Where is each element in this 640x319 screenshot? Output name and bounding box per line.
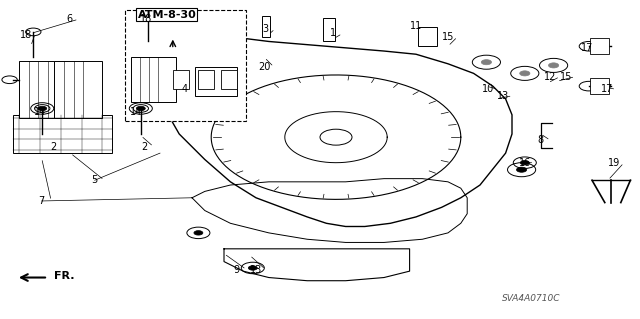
Circle shape (520, 71, 530, 76)
Text: 19: 19 (608, 158, 621, 168)
Text: 17: 17 (600, 84, 613, 94)
Text: 18: 18 (19, 30, 32, 40)
Bar (590, 38, 609, 54)
Circle shape (248, 266, 257, 270)
Bar (590, 78, 609, 94)
Bar (323, 18, 335, 41)
Text: 1: 1 (330, 28, 336, 39)
Text: 14: 14 (34, 107, 47, 117)
Bar (195, 67, 237, 96)
Bar (125, 10, 246, 121)
Bar (262, 16, 270, 37)
Text: 12: 12 (544, 71, 557, 82)
Bar (418, 27, 437, 46)
Text: 2: 2 (141, 142, 147, 152)
Text: 3: 3 (262, 24, 269, 34)
Text: 5: 5 (92, 175, 98, 185)
Text: 18: 18 (140, 14, 152, 24)
Bar (198, 70, 214, 89)
Circle shape (516, 167, 527, 172)
Text: 8: 8 (538, 135, 544, 145)
Circle shape (481, 60, 492, 65)
Text: ATM-8-30: ATM-8-30 (138, 10, 196, 19)
Text: 15: 15 (442, 32, 454, 42)
Text: SVA4A0710C: SVA4A0710C (502, 294, 561, 303)
Bar (221, 70, 237, 89)
Text: FR.: FR. (54, 271, 75, 281)
Circle shape (548, 63, 559, 68)
Text: 2: 2 (50, 142, 56, 152)
Text: 13: 13 (497, 91, 509, 101)
Text: 4: 4 (181, 84, 188, 94)
Bar (54, 61, 102, 118)
Text: 13: 13 (250, 264, 262, 275)
Bar (13, 115, 112, 153)
Text: 6: 6 (66, 14, 72, 24)
Text: 7: 7 (38, 196, 45, 206)
Circle shape (38, 106, 47, 111)
Bar (131, 57, 176, 102)
Text: 17: 17 (581, 43, 594, 53)
Text: 20: 20 (258, 62, 271, 72)
Text: 11: 11 (410, 20, 422, 31)
Circle shape (520, 160, 529, 165)
Text: 9: 9 (234, 264, 240, 275)
Circle shape (136, 106, 145, 111)
Text: 10: 10 (482, 84, 495, 94)
Circle shape (194, 231, 203, 235)
Text: 14: 14 (130, 107, 143, 117)
Text: 15: 15 (559, 71, 572, 82)
Bar (19, 61, 67, 118)
Text: 16: 16 (518, 158, 531, 168)
Bar (173, 70, 189, 89)
